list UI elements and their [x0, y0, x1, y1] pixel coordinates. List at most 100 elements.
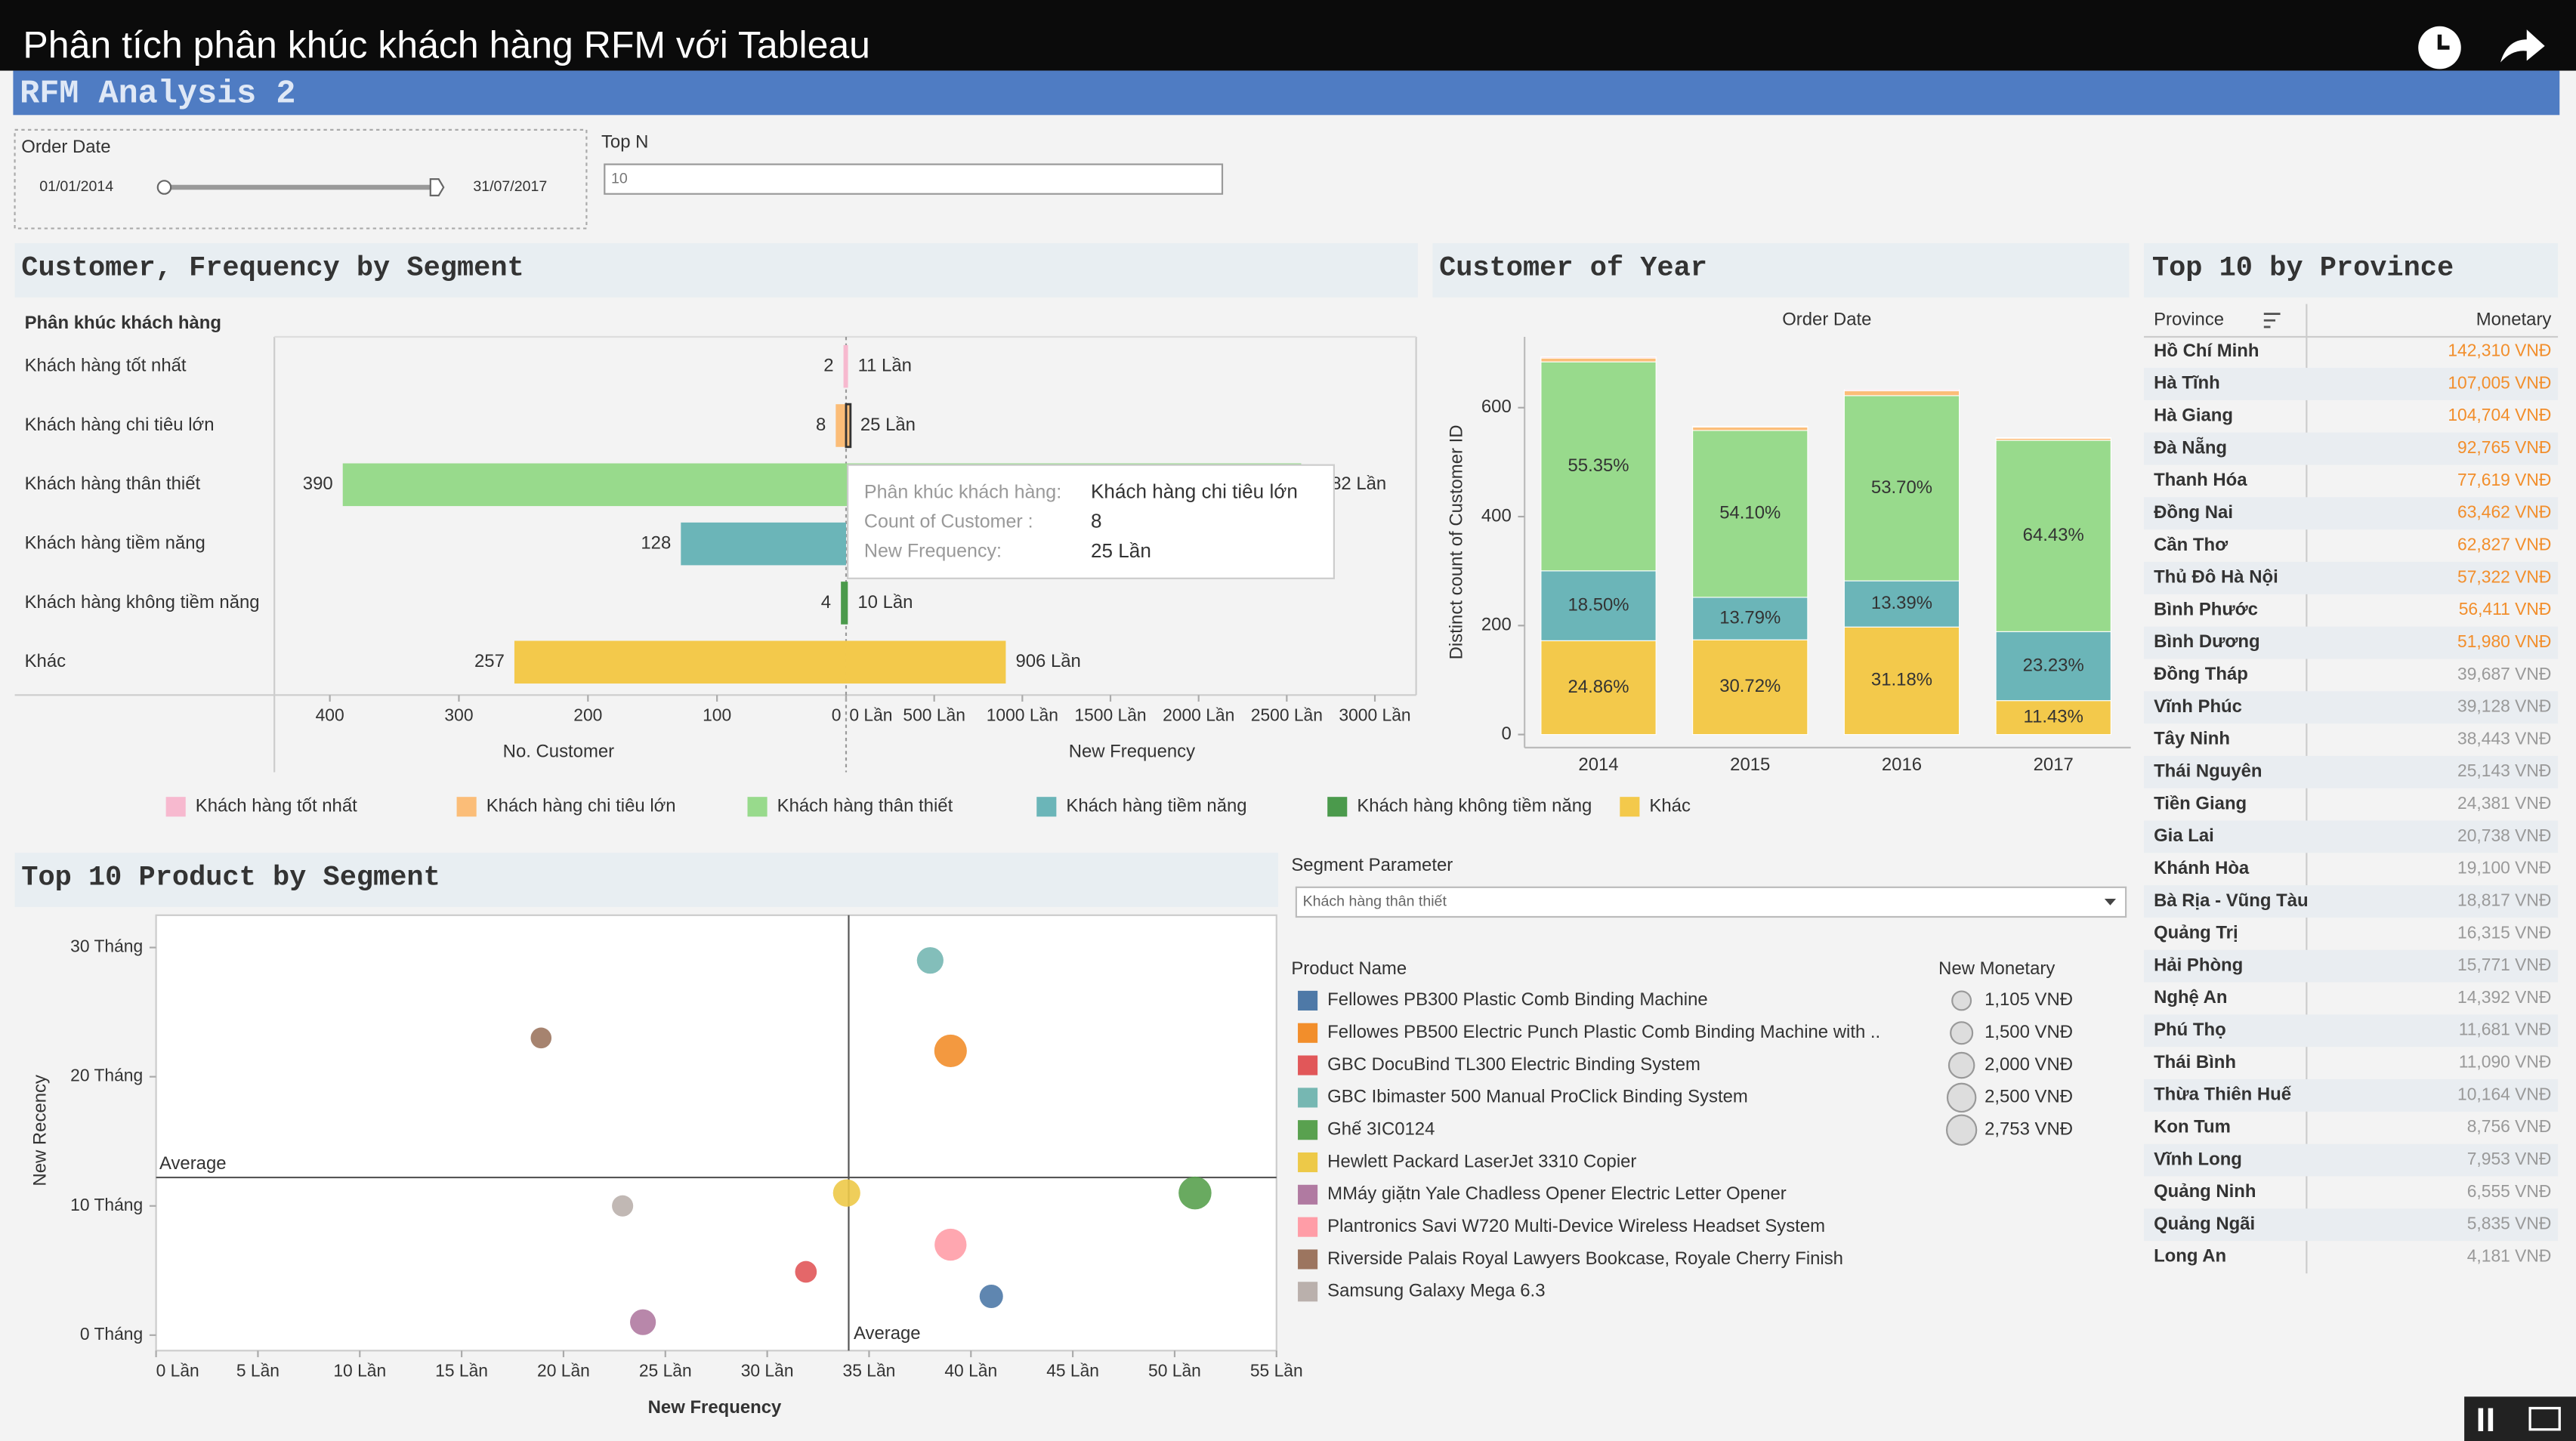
parameter-dropdown[interactable] — [1295, 886, 2127, 918]
monetary-value: 38,443 VNĐ — [2457, 728, 2551, 748]
bar-segment[interactable] — [1540, 356, 1657, 359]
bar[interactable] — [845, 582, 848, 625]
slider-handle[interactable] — [156, 180, 172, 195]
province-name: Vĩnh Phúc — [2154, 696, 2242, 717]
bar-segment[interactable] — [1692, 425, 1808, 428]
legend-swatch[interactable] — [1298, 1184, 1318, 1205]
monetary-value: 92,765 VNĐ — [2457, 437, 2551, 457]
data-point[interactable] — [934, 1228, 967, 1261]
x-tick-label: 1000 Lần — [987, 705, 1058, 725]
bar-segment[interactable] — [1692, 597, 1808, 640]
legend-title: Product Name — [1291, 958, 1407, 979]
bar-segment[interactable] — [1692, 639, 1808, 736]
dashboard-title: RFM Analysis 2 — [20, 76, 295, 113]
value-label: 8 — [816, 415, 826, 435]
pause-icon[interactable] — [2478, 1408, 2494, 1431]
row-band — [2144, 1143, 2559, 1177]
legend-swatch[interactable] — [1298, 1120, 1318, 1140]
data-point[interactable] — [916, 947, 944, 974]
value-label: 25 Lần — [860, 415, 916, 435]
legend-swatch[interactable] — [747, 797, 768, 817]
x-tick-label: 2014 — [1578, 754, 1618, 775]
tooltip-value: 25 Lần — [1091, 539, 1151, 562]
row-band — [2144, 432, 2559, 465]
bar[interactable] — [845, 640, 1006, 684]
data-point[interactable] — [979, 1284, 1003, 1309]
province-name: Quảng Ngãi — [2154, 1214, 2255, 1234]
bar-segment[interactable] — [1540, 640, 1657, 736]
data-point[interactable] — [530, 1027, 552, 1049]
row-band — [2144, 885, 2559, 918]
monetary-value: 20,738 VNĐ — [2457, 825, 2551, 845]
legend-swatch[interactable] — [1620, 797, 1640, 817]
bar-segment[interactable] — [1540, 357, 1657, 363]
monetary-value: 142,310 VNĐ — [2448, 341, 2551, 360]
panel-title: Customer of Year — [1439, 252, 1707, 284]
slider-handle[interactable] — [429, 178, 445, 196]
screen-icon[interactable] — [2528, 1406, 2561, 1431]
legend-swatch[interactable] — [165, 797, 186, 817]
legend-swatch[interactable] — [1298, 1055, 1318, 1075]
bar-segment[interactable] — [1843, 390, 1960, 397]
tooltip-value: Khách hàng chi tiêu lớn — [1091, 480, 1298, 503]
sort-icon[interactable] — [2263, 313, 2281, 329]
bar-segment[interactable] — [1995, 440, 2111, 632]
topn-input[interactable] — [604, 163, 1224, 195]
legend-swatch[interactable] — [1298, 1282, 1318, 1302]
bar-segment[interactable] — [1995, 437, 2111, 439]
legend-swatch[interactable] — [1298, 1152, 1318, 1173]
bar[interactable] — [845, 344, 848, 388]
data-point[interactable] — [612, 1195, 634, 1217]
x-tick-label: 5 Lần — [236, 1361, 280, 1381]
bar-segment[interactable] — [1540, 570, 1657, 641]
legend-label: Hewlett Packard LaserJet 3310 Copier — [1327, 1151, 1636, 1171]
row-band — [2144, 1208, 2559, 1242]
filter-end: 31/07/2017 — [473, 178, 547, 195]
bar-segment[interactable] — [1843, 395, 1960, 582]
share-icon[interactable] — [2500, 29, 2545, 63]
bar-segment[interactable] — [1540, 361, 1657, 572]
bar-segment[interactable] — [1843, 626, 1960, 736]
legend-swatch[interactable] — [1298, 1088, 1318, 1108]
row-band — [2144, 1079, 2559, 1112]
legend-swatch[interactable] — [1036, 797, 1057, 817]
monetary-value: 39,128 VNĐ — [2457, 696, 2551, 716]
bar-segment[interactable] — [1692, 430, 1808, 598]
province-name: Đồng Nai — [2154, 502, 2233, 523]
province-name: Vĩnh Long — [2154, 1149, 2242, 1169]
size-legend-label: 2,000 VNĐ — [1985, 1054, 2073, 1075]
data-point[interactable] — [832, 1179, 860, 1207]
x-tick-label: 0 — [832, 705, 842, 725]
tooltip-label: Phân khúc khách hàng: — [864, 481, 1061, 502]
column-header: Monetary — [2476, 310, 2552, 330]
y-axis-label: New Recency — [30, 1075, 51, 1186]
data-point[interactable] — [1178, 1176, 1212, 1210]
bar — [843, 344, 846, 388]
province-name: Nghệ An — [2154, 987, 2227, 1007]
data-point[interactable] — [630, 1309, 656, 1335]
value-label: 23.23% — [2023, 655, 2084, 675]
data-point[interactable] — [795, 1260, 817, 1283]
x-tick-label: 2017 — [2034, 754, 2074, 775]
bar-segment[interactable] — [1692, 426, 1808, 431]
bar[interactable] — [845, 403, 852, 449]
legend-swatch[interactable] — [1298, 990, 1318, 1011]
tooltip-label: New Frequency: — [864, 541, 1002, 562]
bar-segment[interactable] — [1843, 580, 1960, 628]
legend-swatch[interactable] — [1298, 1217, 1318, 1237]
legend-swatch[interactable] — [1298, 1023, 1318, 1043]
province-name: Tây Ninh — [2154, 729, 2230, 749]
panel-title: Top 10 Product by Segment — [21, 862, 440, 894]
x-tick-label: 100 — [703, 705, 731, 725]
bar-segment[interactable] — [1995, 631, 2111, 702]
data-point[interactable] — [934, 1034, 967, 1067]
bar-segment[interactable] — [1843, 389, 1960, 392]
x-tick-label: 2015 — [1730, 754, 1770, 775]
row-band — [2144, 626, 2559, 659]
legend-label: Khách hàng tốt nhất — [196, 796, 357, 816]
x-tick-label: 3000 Lần — [1339, 705, 1410, 725]
legend-swatch[interactable] — [1298, 1249, 1318, 1270]
legend-swatch[interactable] — [456, 797, 477, 817]
legend-swatch[interactable] — [1327, 797, 1348, 817]
monetary-value: 51,980 VNĐ — [2457, 631, 2551, 651]
